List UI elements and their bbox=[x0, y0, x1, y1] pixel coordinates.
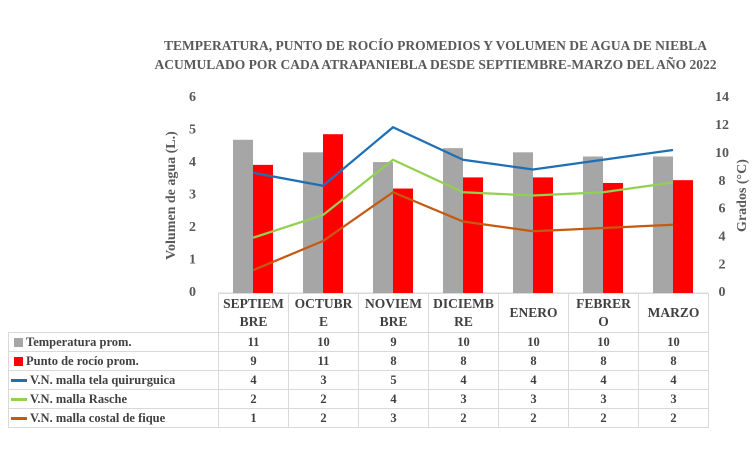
bar bbox=[393, 188, 413, 293]
value-cell: 4 bbox=[428, 370, 499, 390]
y-tick-label: 1 bbox=[189, 253, 196, 268]
category-label: FEBRERO bbox=[568, 293, 639, 333]
legend-key bbox=[11, 398, 27, 401]
value-cell: 2 bbox=[498, 408, 569, 428]
legend-label: Temperatura prom. bbox=[26, 334, 132, 349]
bar bbox=[303, 152, 323, 293]
value-cell: 3 bbox=[638, 389, 709, 409]
value-cell: 8 bbox=[638, 351, 709, 371]
corner-cell bbox=[8, 293, 219, 333]
value-cell: 9 bbox=[218, 351, 289, 371]
table-row: V.N. malla tela quirurguica 4 3 5 4 4 4 4 bbox=[8, 370, 709, 390]
value-cell: 8 bbox=[568, 351, 639, 371]
y2-tick-label: 14 bbox=[715, 90, 729, 105]
value-cell: 10 bbox=[638, 332, 709, 352]
series-cell: Temperatura prom. bbox=[8, 332, 219, 352]
value-cell: 10 bbox=[568, 332, 639, 352]
value-cell: 11 bbox=[288, 351, 359, 371]
bar bbox=[373, 162, 393, 293]
value-cell: 8 bbox=[358, 351, 429, 371]
value-cell: 4 bbox=[358, 389, 429, 409]
category-label: NOVIEMBRE bbox=[358, 293, 429, 333]
category-label: SEPTIEMBRE bbox=[218, 293, 289, 333]
value-cell: 9 bbox=[358, 332, 429, 352]
series-cell: V.N. malla costal de fique bbox=[8, 408, 219, 428]
legend-label: V.N. malla tela quirurguica bbox=[30, 372, 176, 387]
line bbox=[252, 158, 674, 239]
y2-axis-label: Grados (°C) bbox=[735, 159, 750, 232]
category-label: ENERO bbox=[498, 293, 569, 333]
value-cell: 4 bbox=[218, 370, 289, 390]
y-axis-label: Volumen de agua (L.) bbox=[164, 131, 179, 260]
y2-tick-label: 6 bbox=[719, 202, 726, 217]
legend-label: V.N. malla Rasche bbox=[30, 391, 127, 406]
bar bbox=[603, 182, 623, 293]
value-cell: 4 bbox=[638, 370, 709, 390]
bar bbox=[513, 152, 533, 293]
y2-tick-label: 4 bbox=[719, 230, 726, 245]
category-label: OCTUBRE bbox=[288, 293, 359, 333]
bar bbox=[673, 180, 693, 293]
legend-key bbox=[14, 338, 23, 348]
bar bbox=[233, 139, 253, 293]
y-tick-label: 0 bbox=[189, 285, 196, 300]
value-cell: 2 bbox=[288, 389, 359, 409]
header-row: SEPTIEMBRE OCTUBRE NOVIEMBRE DICIEMBRE ENERO… bbox=[8, 293, 709, 333]
bar bbox=[533, 177, 553, 293]
value-cell: 4 bbox=[498, 370, 569, 390]
value-cell: 2 bbox=[218, 389, 289, 409]
y2-tick-label: 0 bbox=[719, 285, 726, 300]
table-row: Temperatura prom. 11 10 9 10 10 10 10 bbox=[8, 332, 709, 352]
value-cell: 10 bbox=[498, 332, 569, 352]
value-cell: 1 bbox=[218, 408, 289, 428]
category-label: MARZO bbox=[638, 293, 709, 333]
value-cell: 10 bbox=[428, 332, 499, 352]
value-cell: 5 bbox=[358, 370, 429, 390]
bar bbox=[253, 164, 273, 293]
value-cell: 10 bbox=[288, 332, 359, 352]
value-cell: 8 bbox=[498, 351, 569, 371]
bar bbox=[583, 156, 603, 293]
legend-label: V.N. malla costal de fique bbox=[30, 410, 166, 425]
y-tick-label: 2 bbox=[189, 220, 196, 235]
y-tick-label: 3 bbox=[189, 188, 196, 203]
y-tick-label: 5 bbox=[189, 123, 196, 138]
legend-label: Punto de rocío prom. bbox=[26, 353, 139, 368]
y-tick-label: 4 bbox=[189, 155, 196, 170]
y2-tick-label: 8 bbox=[719, 174, 726, 189]
table-row: V.N. malla Rasche 2 2 4 3 3 3 3 bbox=[8, 389, 709, 409]
value-cell: 2 bbox=[288, 408, 359, 428]
y-tick-label: 6 bbox=[189, 90, 196, 105]
value-cell: 3 bbox=[498, 389, 569, 409]
legend-key bbox=[14, 357, 23, 367]
value-cell: 11 bbox=[218, 332, 289, 352]
value-cell: 8 bbox=[428, 351, 499, 371]
y2-tick-label: 10 bbox=[715, 146, 729, 161]
value-cell: 3 bbox=[568, 389, 639, 409]
value-cell: 2 bbox=[568, 408, 639, 428]
table-row: Punto de rocío prom. 9 11 8 8 8 8 8 bbox=[8, 351, 709, 371]
category-label: DICIEMBRE bbox=[428, 293, 499, 333]
legend-key bbox=[11, 379, 27, 382]
value-cell: 3 bbox=[428, 389, 499, 409]
value-cell: 2 bbox=[428, 408, 499, 428]
bar bbox=[463, 177, 483, 293]
data-table: SEPTIEMBRE OCTUBRE NOVIEMBRE DICIEMBRE ENERO… bbox=[8, 293, 709, 428]
series-cell: V.N. malla Rasche bbox=[8, 389, 219, 409]
table-row: V.N. malla costal de fique 1 2 3 2 2 2 2 bbox=[8, 408, 709, 428]
value-cell: 3 bbox=[288, 370, 359, 390]
series-cell: Punto de rocío prom. bbox=[8, 351, 219, 371]
line bbox=[252, 125, 674, 187]
series-cell: V.N. malla tela quirurguica bbox=[8, 370, 219, 390]
y2-tick-label: 12 bbox=[715, 118, 729, 133]
line bbox=[252, 190, 674, 272]
value-cell: 3 bbox=[358, 408, 429, 428]
value-cell: 4 bbox=[568, 370, 639, 390]
chart-title: TEMPERATURA, PUNTO DE ROCÍO PROMEDIOS Y … bbox=[154, 38, 717, 72]
legend-key bbox=[11, 417, 27, 420]
value-cell: 2 bbox=[638, 408, 709, 428]
y2-tick-label: 2 bbox=[719, 257, 726, 272]
